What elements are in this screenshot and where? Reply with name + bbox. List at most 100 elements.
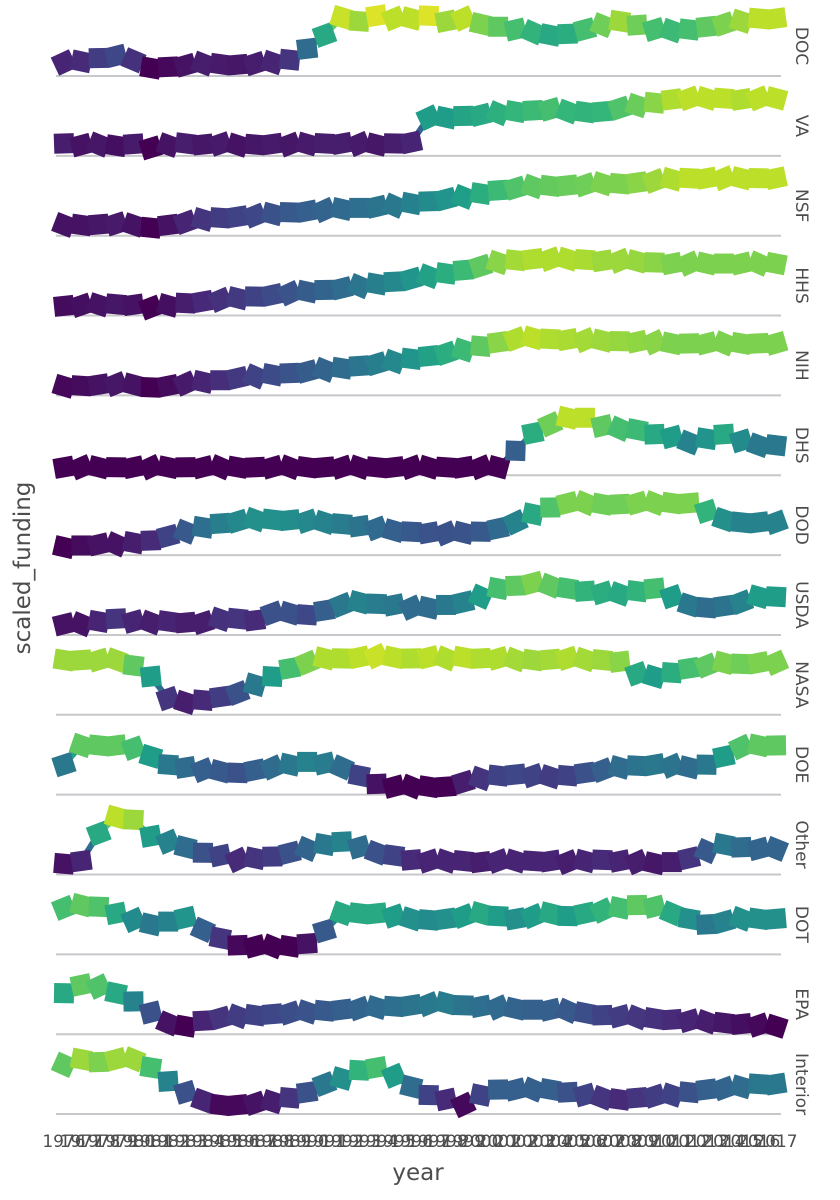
data-point [572, 646, 598, 673]
data-point [487, 179, 509, 201]
data-point [468, 1083, 493, 1107]
data-point [122, 133, 145, 155]
data-point [487, 905, 509, 927]
data-point [572, 848, 598, 874]
data-point [157, 213, 180, 237]
data-point [174, 755, 198, 779]
data-point [417, 345, 440, 368]
data-point [329, 4, 355, 30]
data-point [243, 609, 267, 632]
data-point [661, 662, 683, 684]
data-point [296, 604, 318, 626]
data-point [591, 100, 614, 123]
x-tick-label: 1989 [268, 1132, 311, 1152]
data-point [538, 901, 563, 926]
data-point [502, 326, 529, 352]
data-point [70, 375, 93, 397]
data-point [207, 1005, 233, 1031]
data-point [572, 17, 598, 42]
data-point [643, 577, 666, 600]
data-point [155, 828, 182, 855]
data-point [104, 981, 128, 1006]
data-point [364, 995, 390, 1020]
data-point [729, 166, 754, 191]
data-point [626, 14, 648, 36]
data-point [486, 576, 510, 601]
data-point [505, 575, 526, 597]
data-point [399, 1074, 424, 1099]
data-point [53, 133, 75, 154]
data-point [191, 515, 215, 539]
data-point [591, 1004, 613, 1026]
data-point [331, 831, 353, 853]
x-tick-label: 2011 [650, 1132, 693, 1152]
x-tick-label: 2010 [633, 1132, 676, 1152]
data-point [607, 755, 633, 780]
strip-label-epa: EPA [791, 988, 811, 1020]
data-point [711, 650, 737, 676]
data-point [660, 491, 684, 515]
data-point [208, 926, 233, 950]
data-point [434, 262, 458, 285]
data-point [400, 347, 423, 370]
data-point [312, 918, 337, 944]
data-point [225, 286, 250, 311]
data-point [415, 991, 442, 1018]
data-point [694, 85, 720, 111]
data-point [380, 1062, 408, 1089]
data-point [261, 508, 284, 531]
panel-epa: EPA [53, 973, 811, 1039]
data-point [105, 293, 127, 316]
data-point [242, 672, 268, 698]
data-point [364, 351, 390, 377]
data-point [589, 897, 616, 924]
data-point [626, 1086, 648, 1109]
data-point [138, 135, 164, 161]
data-point [450, 903, 477, 930]
data-point [175, 457, 196, 478]
data-point [88, 896, 110, 918]
data-point [173, 835, 198, 860]
x-tick-label: 2005 [546, 1132, 589, 1152]
strip-label-interior: Interior [791, 1053, 811, 1115]
data-point [120, 47, 147, 74]
data-point [294, 835, 321, 863]
data-point [382, 645, 406, 670]
data-point [328, 754, 356, 781]
data-point [746, 651, 771, 675]
data-point [383, 133, 405, 154]
data-point [295, 37, 319, 60]
data-point [696, 913, 718, 935]
x-tick-label: 1990 [285, 1132, 328, 1152]
data-point [347, 763, 371, 788]
data-point [711, 506, 737, 533]
data-point [417, 909, 440, 931]
x-tick-label: 1982 [147, 1132, 190, 1152]
data-point [278, 934, 302, 958]
data-point [730, 1013, 753, 1035]
data-point [349, 197, 370, 218]
data-point [346, 995, 373, 1022]
data-point [537, 411, 564, 438]
data-point [644, 423, 665, 445]
data-point [503, 996, 528, 1021]
data-point [155, 292, 181, 318]
data-point [434, 1087, 458, 1112]
data-point [453, 105, 474, 127]
data-point [242, 506, 268, 533]
data-point [209, 207, 231, 229]
data-point [278, 48, 301, 71]
data-point [172, 370, 199, 397]
panel-nih: NIH [51, 325, 811, 399]
data-point [328, 591, 355, 618]
data-point [608, 1088, 632, 1111]
data-point [521, 648, 545, 672]
data-point [659, 331, 684, 356]
panel-interior: Interior [50, 1046, 811, 1119]
panel-dot: DOT [50, 892, 811, 960]
data-point [209, 512, 231, 535]
panel-other: Other [53, 804, 811, 876]
data-point [330, 131, 354, 156]
data-point [53, 983, 75, 1004]
data-point [693, 1008, 720, 1035]
